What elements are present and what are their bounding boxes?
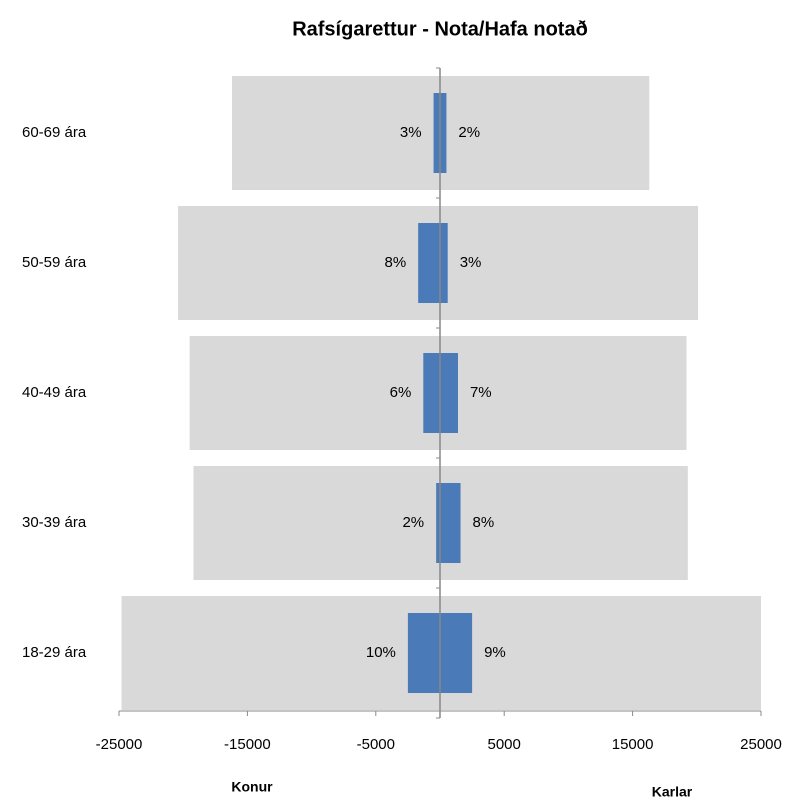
- x-tick-label: 5000: [488, 736, 521, 753]
- x-tick-label: -5000: [357, 736, 395, 753]
- bar: [436, 483, 440, 563]
- bar: [440, 613, 473, 693]
- bar: [440, 483, 461, 563]
- data-label: 8%: [473, 514, 495, 531]
- right-label: Karlar: [652, 784, 693, 800]
- bar: [121, 596, 441, 710]
- bar: [440, 336, 687, 450]
- data-label: 2%: [402, 514, 424, 531]
- chart-title: Rafsígarettur - Nota/Hafa notað: [292, 18, 588, 40]
- bar: [440, 353, 458, 433]
- data-label: 8%: [384, 254, 406, 271]
- y-tick-label: 60-69 ára: [22, 124, 87, 141]
- bar: [423, 353, 440, 433]
- bar: [440, 93, 447, 173]
- y-tick-label: 40-49 ára: [22, 384, 87, 401]
- x-tick-label: 25000: [740, 736, 782, 753]
- data-label: 2%: [458, 124, 480, 141]
- bar: [231, 76, 440, 190]
- bar: [440, 76, 650, 190]
- bar: [193, 466, 440, 580]
- bar: [418, 223, 440, 303]
- x-tick-label: 15000: [612, 736, 654, 753]
- bar: [433, 93, 440, 173]
- bar: [189, 336, 440, 450]
- bar: [440, 223, 448, 303]
- bar: [440, 596, 761, 710]
- bar: [178, 206, 440, 320]
- data-label: 3%: [400, 124, 422, 141]
- bar: [440, 466, 688, 580]
- x-tick-label: -25000: [96, 736, 143, 753]
- data-label: 6%: [390, 384, 412, 401]
- data-label: 7%: [470, 384, 492, 401]
- y-tick-label: 50-59 ára: [22, 254, 87, 271]
- data-label: 10%: [366, 644, 396, 661]
- bar: [440, 206, 699, 320]
- data-label: 3%: [460, 254, 482, 271]
- bar: [407, 613, 440, 693]
- y-tick-label: 30-39 ára: [22, 514, 87, 531]
- data-label: 9%: [484, 644, 506, 661]
- x-tick-label: -15000: [224, 736, 271, 753]
- y-tick-label: 18-29 ára: [22, 644, 87, 661]
- left-label: Konur: [231, 779, 273, 795]
